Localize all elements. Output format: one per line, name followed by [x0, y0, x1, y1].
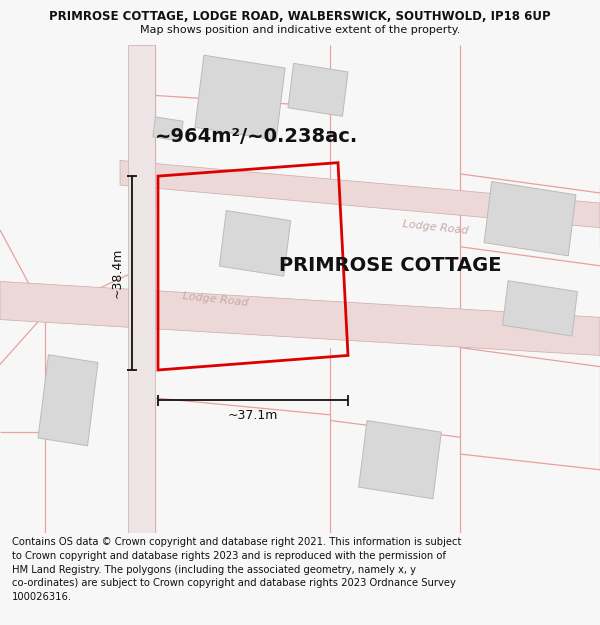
- Text: ~38.4m: ~38.4m: [111, 248, 124, 298]
- Text: Lodge Road: Lodge Road: [401, 219, 469, 236]
- Polygon shape: [220, 211, 290, 276]
- Text: Lodge Road: Lodge Road: [182, 291, 248, 308]
- Polygon shape: [128, 45, 155, 532]
- Text: PRIMROSE COTTAGE: PRIMROSE COTTAGE: [279, 256, 501, 275]
- Text: Contains OS data © Crown copyright and database right 2021. This information is : Contains OS data © Crown copyright and d…: [12, 538, 461, 602]
- Polygon shape: [195, 55, 285, 140]
- Polygon shape: [153, 117, 183, 141]
- Polygon shape: [288, 63, 348, 116]
- Text: Map shows position and indicative extent of the property.: Map shows position and indicative extent…: [140, 25, 460, 35]
- Polygon shape: [503, 281, 577, 336]
- Text: PRIMROSE COTTAGE, LODGE ROAD, WALBERSWICK, SOUTHWOLD, IP18 6UP: PRIMROSE COTTAGE, LODGE ROAD, WALBERSWIC…: [49, 10, 551, 23]
- Text: ~964m²/~0.238ac.: ~964m²/~0.238ac.: [155, 127, 358, 146]
- Polygon shape: [38, 355, 98, 446]
- Text: ~37.1m: ~37.1m: [228, 409, 278, 422]
- Polygon shape: [484, 181, 576, 256]
- Polygon shape: [359, 421, 442, 499]
- Polygon shape: [120, 161, 600, 228]
- Polygon shape: [0, 281, 600, 356]
